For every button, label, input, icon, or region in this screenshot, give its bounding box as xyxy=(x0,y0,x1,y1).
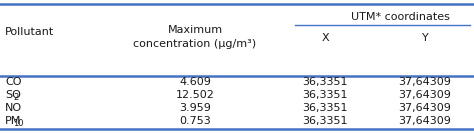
Text: 36,3351: 36,3351 xyxy=(302,90,348,100)
Text: 10: 10 xyxy=(13,119,24,128)
Text: PM: PM xyxy=(5,116,21,126)
Text: SO: SO xyxy=(5,90,21,100)
Text: 12.502: 12.502 xyxy=(175,90,214,100)
Text: 36,3351: 36,3351 xyxy=(302,116,348,126)
Text: 0.753: 0.753 xyxy=(179,116,211,126)
Text: Y: Y xyxy=(422,33,428,43)
Text: 4.609: 4.609 xyxy=(179,77,211,87)
Text: X: X xyxy=(321,33,329,43)
Text: 36,3351: 36,3351 xyxy=(302,77,348,87)
Text: Pollutant: Pollutant xyxy=(5,27,54,37)
Text: 37,64309: 37,64309 xyxy=(399,103,451,113)
Text: 37,64309: 37,64309 xyxy=(399,90,451,100)
Text: CO: CO xyxy=(5,77,21,87)
Text: 2: 2 xyxy=(13,93,18,102)
Text: NO: NO xyxy=(5,103,22,113)
Text: 36,3351: 36,3351 xyxy=(302,103,348,113)
Text: Maximum
concentration (μg/m³): Maximum concentration (μg/m³) xyxy=(134,25,256,49)
Text: UTM* coordinates: UTM* coordinates xyxy=(351,12,449,22)
Text: 3.959: 3.959 xyxy=(179,103,211,113)
Text: 37,64309: 37,64309 xyxy=(399,116,451,126)
Text: 37,64309: 37,64309 xyxy=(399,77,451,87)
